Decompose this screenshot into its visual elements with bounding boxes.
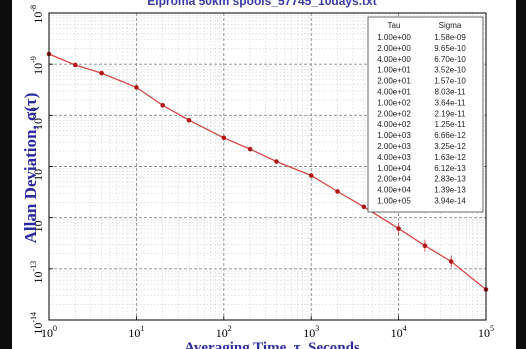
allan-deviation-chart: 100 101 102 103 104 10510-1410-1310-1210-1110… <box>21 0 494 349</box>
x-axis-label: Averaging Time, τ, Seconds <box>184 340 360 349</box>
y-tick-label: 10-14 <box>29 312 45 335</box>
series-layer <box>46 51 489 296</box>
legend-box <box>367 16 484 213</box>
data-point <box>99 70 104 76</box>
data-point <box>335 189 340 194</box>
table-cell-tau: 4.00e+03 <box>377 153 411 162</box>
table-cell-sigma: 8.03e-11 <box>435 88 467 97</box>
table-cell-sigma: 1.39e-13 <box>434 186 466 195</box>
y-axis-label: Allan Deviation, σ(τ) <box>21 93 40 244</box>
table-cell-sigma: 6.70e-10 <box>434 55 466 64</box>
table-cell-tau: 2.00e+03 <box>377 142 411 151</box>
table-cell-tau: 4.00e+02 <box>377 120 411 129</box>
table-cell-tau: 2.00e+04 <box>377 175 411 184</box>
table-cell-tau: 1.00e+03 <box>377 131 411 140</box>
table-cell-sigma: 9.65e-10 <box>434 44 466 53</box>
table-cell-sigma: 2.83e-13 <box>434 175 466 184</box>
table-cell-tau: 1.00e+00 <box>377 33 411 42</box>
tick-labels: 100 101 102 103 104 10510-1410-1310-1210-1110… <box>29 5 494 340</box>
x-tick-label: 101 <box>128 324 144 340</box>
table-cell-tau: 4.00e+04 <box>377 186 411 195</box>
data-point <box>361 204 367 210</box>
y-tick-label: 10-9 <box>29 56 45 75</box>
data-point <box>221 135 227 141</box>
x-tick-label: 103 <box>303 324 319 340</box>
table-cell-sigma: 1.57e-10 <box>434 77 466 86</box>
chart-panel: 100 101 102 103 104 105 10-14 10-13 10-12 10-11 10… <box>12 0 516 349</box>
chart-title: Elproma 50km spools_57745_10days.txt <box>147 0 376 8</box>
table-cell-sigma: 3.52e-10 <box>434 66 466 75</box>
table-cell-sigma: 3.25e-12 <box>434 142 466 151</box>
table-cell-tau: 4.00e+01 <box>377 88 411 97</box>
data-point <box>160 103 166 108</box>
data-point <box>308 173 314 178</box>
table-header-sigma: Sigma <box>439 21 462 30</box>
data-point <box>73 62 78 68</box>
table-cell-tau: 1.00e+04 <box>377 164 411 173</box>
table-cell-sigma: 2.19e-11 <box>435 109 467 118</box>
table-cell-sigma: 6.66e-12 <box>434 131 466 140</box>
table-cell-tau: 1.00e+05 <box>377 197 411 206</box>
y-tick-label: 10-8 <box>29 5 45 24</box>
table-cell-tau: 1.00e+01 <box>377 66 411 75</box>
table-cell-tau: 2.00e+02 <box>377 109 411 118</box>
data-point <box>274 159 279 164</box>
table-cell-tau: 2.00e+00 <box>377 44 411 53</box>
x-tick-label: 105 <box>478 324 494 340</box>
table-cell-tau: 1.00e+02 <box>377 98 411 107</box>
table-header-tau: Tau <box>388 21 401 30</box>
data-point <box>134 85 139 90</box>
legend-table: Tau Sigma 1.00e+00 1.58e-09 2.00e+00 9.65e-10… <box>367 16 484 213</box>
data-point <box>422 243 428 249</box>
data-point <box>396 226 401 231</box>
table-cell-sigma: 3.64e-11 <box>435 98 467 107</box>
table-cell-tau: 2.00e+01 <box>377 77 411 86</box>
table-cell-sigma: 3.94e-14 <box>434 197 466 206</box>
table-cell-sigma: 1.25e-11 <box>435 120 467 129</box>
table-cell-tau: 4.00e+00 <box>377 55 411 64</box>
series-line <box>48 53 487 291</box>
table-cell-sigma: 6.12e-13 <box>434 164 466 173</box>
data-point <box>247 146 253 152</box>
data-point <box>186 117 192 123</box>
data-point <box>448 259 454 264</box>
table-cell-sigma: 1.58e-09 <box>434 33 466 42</box>
x-tick-label: 102 <box>216 324 232 340</box>
x-tick-label: 104 <box>391 324 407 340</box>
y-tick-label: 10-13 <box>29 261 45 284</box>
table-cell-sigma: 1.63e-12 <box>434 153 466 162</box>
